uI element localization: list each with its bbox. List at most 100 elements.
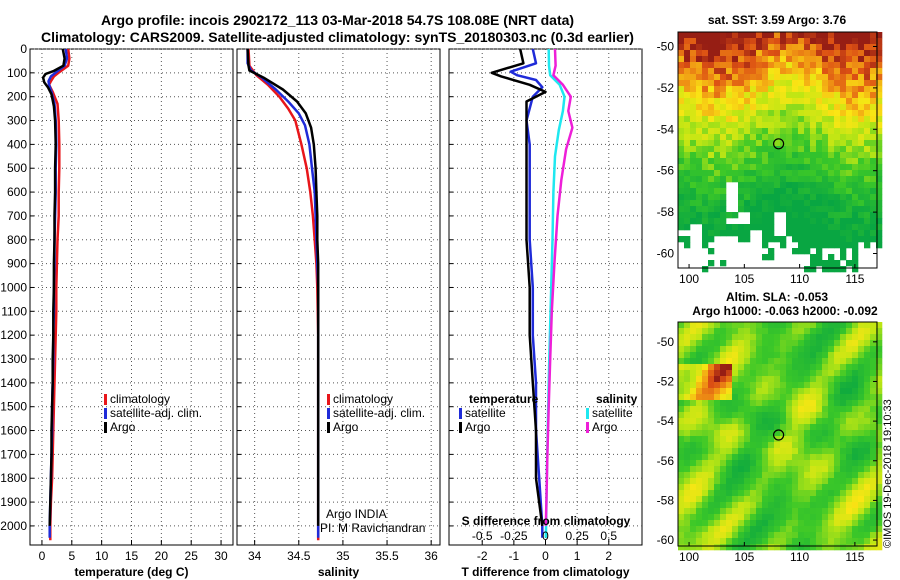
sst-map-cell: [714, 56, 721, 63]
sst-map-cell: [678, 116, 685, 123]
sst-map-cell: [732, 128, 739, 135]
sst-map-cell: [774, 170, 781, 177]
sla-map-cell: [816, 328, 823, 335]
sst-map-cell: [726, 56, 733, 63]
sla-map-cell: [684, 460, 691, 467]
sla-map-x-tick-label: 110: [790, 550, 809, 564]
sla-map-cell: [738, 514, 745, 521]
sla-map-cell: [858, 442, 865, 449]
sst-map-cell: [696, 182, 703, 189]
sst-map-cell: [786, 80, 793, 87]
sst-map-cell: [726, 116, 733, 123]
sla-map-cell: [768, 466, 775, 473]
sla-map-cell: [774, 442, 781, 449]
sst-map-cell: [816, 140, 823, 147]
sst-map-cell: [720, 98, 727, 105]
sla-map-cell: [744, 352, 751, 359]
sla-map-cell: [846, 370, 853, 377]
sst-map-cell: [732, 56, 739, 63]
sst-map-cell: [870, 110, 877, 117]
sla-map-cell: [744, 472, 751, 479]
sst-map-cell: [774, 236, 781, 243]
sst-map-cell: [726, 80, 733, 87]
sst-map-cell: [744, 140, 751, 147]
sst-map-cell: [876, 38, 883, 45]
sla-map-cell: [750, 364, 757, 371]
sla-map-cell: [810, 328, 817, 335]
sla-map-cell: [678, 472, 685, 479]
sst-map-cell: [750, 140, 757, 147]
sla-map-cell: [774, 352, 781, 359]
sst-map-cell: [768, 248, 775, 255]
sla-map-cell: [744, 532, 751, 539]
sst-map-cell: [846, 188, 853, 195]
sst-map-cell: [834, 74, 841, 81]
sst-map-cell: [690, 140, 697, 147]
sla-map-cell: [852, 520, 859, 527]
sst-map-cell: [744, 146, 751, 153]
y-tick-label: 1500: [0, 400, 27, 414]
sla-map-cell: [678, 514, 685, 521]
sst-map-cell: [852, 158, 859, 165]
sst-map-cell: [756, 200, 763, 207]
sst-map-cell: [798, 140, 805, 147]
sst-map-cell: [756, 170, 763, 177]
sst-map-cell: [852, 176, 859, 183]
sla-map-cell: [696, 376, 703, 383]
sla-map-cell: [744, 460, 751, 467]
sst-map-cell: [756, 194, 763, 201]
sst-map-cell: [768, 152, 775, 159]
sst-map-cell: [810, 224, 817, 231]
sla-map-cell: [678, 376, 685, 383]
sla-map-cell: [774, 406, 781, 413]
sla-map-cell: [870, 460, 877, 467]
sla-map-cell: [720, 358, 727, 365]
sla-map-cell: [750, 370, 757, 377]
sla-map-cell: [726, 418, 733, 425]
sst-map-cell: [798, 176, 805, 183]
sst-map-cell: [828, 44, 835, 51]
sst-map-cell: [822, 260, 829, 267]
sla-map-cell: [864, 376, 871, 383]
sst-map-cell: [810, 32, 817, 39]
sst-map-cell: [876, 98, 883, 105]
sla-map-cell: [678, 388, 685, 395]
sla-map-cell: [744, 502, 751, 509]
sla-map-cell: [840, 400, 847, 407]
sst-map-cell: [786, 62, 793, 69]
sla-map-cell: [876, 448, 883, 455]
sla-map-cell: [816, 370, 823, 377]
sla-map-cell: [816, 490, 823, 497]
sla-map-cell: [846, 424, 853, 431]
sst-map-cell: [834, 266, 841, 273]
sla-map-cell: [816, 466, 823, 473]
sla-map-cell: [840, 466, 847, 473]
sla-map-cell: [804, 370, 811, 377]
x-tick-label: 30: [214, 549, 228, 563]
sst-map-y-tick-label: -52: [657, 81, 675, 95]
sst-map-cell: [798, 68, 805, 75]
sla-map-cell: [678, 430, 685, 437]
sst-map-cell: [678, 200, 685, 207]
sst-map-cell: [708, 158, 715, 165]
sla-map-cell: [738, 442, 745, 449]
sst-map-cell: [834, 218, 841, 225]
sst-map-cell: [768, 44, 775, 51]
sla-map-cell: [828, 460, 835, 467]
sla-map-cell: [678, 526, 685, 533]
sst-map-cell: [756, 224, 763, 231]
sst-map-cell: [864, 32, 871, 39]
sst-map-cell: [708, 116, 715, 123]
sst-map-cell: [738, 140, 745, 147]
sst-map-cell: [690, 134, 697, 141]
sla-map-x-tick-label: 100: [679, 550, 699, 564]
sla-map-cell: [816, 400, 823, 407]
sla-map-cell: [750, 400, 757, 407]
sla-map-cell: [702, 532, 709, 539]
sla-map-cell: [714, 448, 721, 455]
sst-map-cell: [726, 140, 733, 147]
sla-map-cell: [684, 322, 691, 329]
sla-map-cell: [834, 328, 841, 335]
sst-map-cell: [696, 110, 703, 117]
sla-map-cell: [786, 490, 793, 497]
